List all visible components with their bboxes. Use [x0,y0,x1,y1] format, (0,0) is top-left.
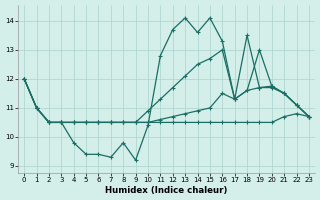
X-axis label: Humidex (Indice chaleur): Humidex (Indice chaleur) [105,186,228,195]
